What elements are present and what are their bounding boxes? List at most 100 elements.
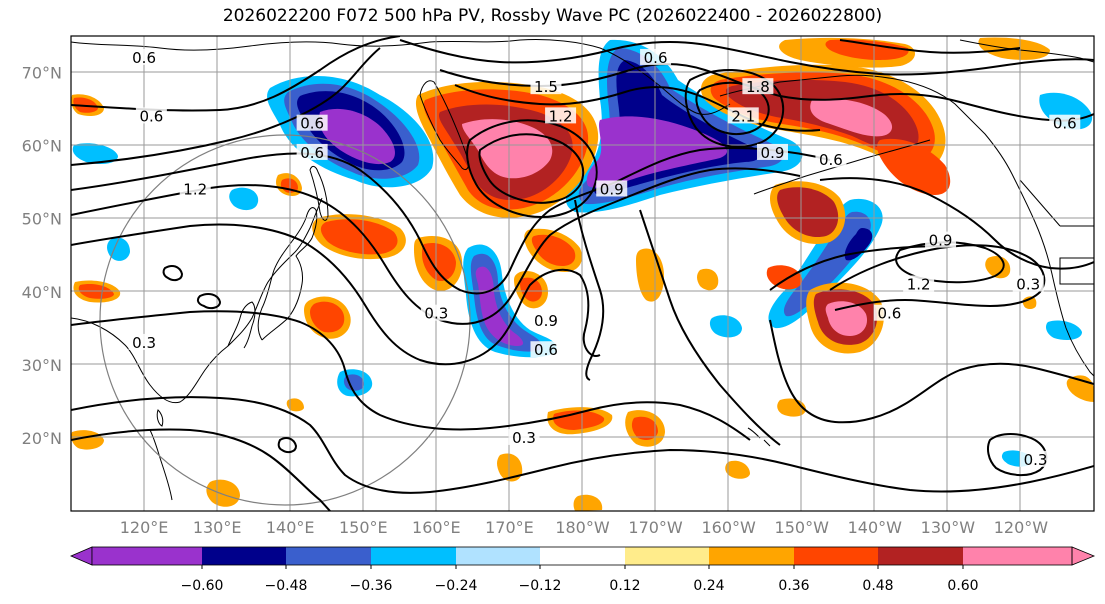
- latitude-labels: 70°N 60°N 50°N 40°N 30°N 20°N: [22, 64, 62, 448]
- pv-contour: [574, 199, 605, 381]
- contour-label: 0.3: [132, 334, 156, 352]
- colorbar-segment: [371, 547, 456, 565]
- longitude-label: 140°E: [266, 518, 315, 537]
- longitude-label: 150°E: [339, 518, 388, 537]
- colorbar-segment: [92, 547, 202, 565]
- longitude-label: 120°W: [994, 518, 1049, 537]
- contour-label-background: [530, 312, 562, 328]
- pv-contour: [71, 310, 751, 441]
- pv-contour: [769, 319, 1094, 424]
- longitude-label: 180°W: [555, 518, 610, 537]
- contour-label: 0.6: [644, 49, 668, 67]
- contour-label: 0.3: [512, 429, 536, 447]
- pv-contour: [71, 36, 401, 112]
- anomaly-patch-negative: [783, 211, 871, 317]
- anomaly-patch-negative: [1046, 320, 1082, 340]
- contour-label-background: [508, 428, 540, 445]
- contour-label: 0.3: [1024, 451, 1048, 469]
- pv-contour: [71, 396, 1094, 494]
- colorbar-segment: [202, 547, 286, 565]
- colorbar-tick-label: −0.36: [350, 578, 393, 594]
- contour-label-background: [179, 180, 211, 197]
- pv-contour: [196, 293, 222, 310]
- anomaly-patch-positive: [497, 453, 523, 482]
- anomaly-patch-positive: [766, 265, 803, 290]
- latitude-label: 30°N: [22, 356, 62, 375]
- anomaly-patch-negative: [586, 116, 728, 188]
- contour-label-background: [925, 231, 957, 248]
- pv-contour: [71, 147, 831, 295]
- latitude-label: 70°N: [22, 64, 62, 83]
- anomaly-patch-positive: [697, 268, 719, 291]
- contour-label-background: [135, 107, 167, 124]
- colorbar-segment: [878, 547, 963, 565]
- anomaly-patch-positive: [877, 138, 951, 195]
- contour-label-background: [545, 107, 577, 124]
- contour-label: 0.9: [929, 232, 953, 250]
- latitude-label: 50°N: [22, 210, 62, 229]
- contour-label: 0.6: [1053, 115, 1077, 133]
- contour-label-background: [1020, 450, 1052, 467]
- pv-contour: [454, 84, 821, 132]
- colorbar-tick-label: −0.24: [435, 578, 478, 594]
- contour-label-background: [1049, 114, 1081, 131]
- contour-label: 0.9: [534, 312, 558, 330]
- pv-contour: [987, 433, 1048, 476]
- pv-contour: [162, 265, 184, 282]
- colorbar-tick-label: 0.36: [778, 578, 809, 594]
- anomaly-patch-positive: [1022, 296, 1037, 309]
- colorbar-tick-label: −0.48: [265, 578, 308, 594]
- contour-label-background: [128, 333, 160, 350]
- anomaly-patch-positive: [286, 398, 304, 412]
- contour-label: 0.9: [761, 144, 785, 162]
- colorbar-extend-min: [69, 546, 93, 566]
- latitude-label: 40°N: [22, 283, 62, 302]
- pv-contour: [829, 244, 1046, 311]
- colorbar-tick-label: 0.60: [947, 578, 978, 594]
- coastline-taiwan: [156, 409, 164, 427]
- pv-contour: [71, 47, 381, 166]
- anomaly-patch-positive: [810, 98, 893, 137]
- anomaly-patch-positive: [631, 416, 658, 440]
- colorbar-tick-label: 0.24: [693, 578, 724, 594]
- anomaly-patch-negative: [107, 237, 130, 261]
- contour-label: 0.6: [300, 115, 324, 133]
- anomaly-patch-negative: [343, 374, 364, 391]
- colorbar-tick-label: −0.60: [181, 578, 224, 594]
- colorbar-segment: [540, 547, 625, 565]
- pv-contour: [71, 167, 801, 325]
- coastline-siberia: [71, 38, 731, 115]
- pv-contour: [819, 177, 1094, 270]
- colorbar-extend-max: [1071, 546, 1096, 566]
- map-title: 2026022200 F072 500 hPa PV, Rossby Wave …: [222, 6, 883, 26]
- pv-contour: [639, 209, 781, 446]
- contour-label: 1.2: [907, 275, 931, 293]
- latitude-label: 20°N: [22, 429, 62, 448]
- contour-label-background: [727, 107, 759, 124]
- colorbar-tick-label: −0.12: [519, 578, 562, 594]
- anomaly-patch-positive: [320, 219, 398, 255]
- contour-label: 0.9: [600, 180, 624, 198]
- colorbar-segment: [963, 547, 1072, 565]
- colorbar-tick-label: 0.12: [609, 578, 640, 594]
- contour-label: 0.3: [424, 305, 448, 323]
- colorbar-outline: [91, 546, 1073, 566]
- contour-label: 0.6: [132, 49, 156, 67]
- longitude-label: 120°E: [120, 518, 169, 537]
- longitude-label: 130°W: [921, 518, 976, 537]
- contour-label: 2.1: [731, 107, 755, 125]
- longitude-label: 150°W: [775, 518, 830, 537]
- contour-label: 1.8: [746, 78, 770, 96]
- coastline-philippines: [149, 429, 173, 501]
- latitude-label: 60°N: [22, 137, 62, 156]
- colorbar: −0.60 −0.48 −0.36 −0.24 −0.12 0.12 0.24 0.36 0.4…: [69, 546, 1096, 594]
- longitude-label: 160°W: [701, 518, 756, 537]
- anomaly-patch-negative: [475, 266, 524, 346]
- border-canada-usa: [1059, 225, 1094, 285]
- contour-label-background: [815, 151, 847, 168]
- contour-label-background: [296, 143, 328, 160]
- anomaly-patch-positive: [422, 242, 456, 282]
- contour-label-background: [873, 304, 905, 321]
- contour-label-background: [742, 78, 774, 95]
- anomaly-patch-negative: [72, 143, 118, 164]
